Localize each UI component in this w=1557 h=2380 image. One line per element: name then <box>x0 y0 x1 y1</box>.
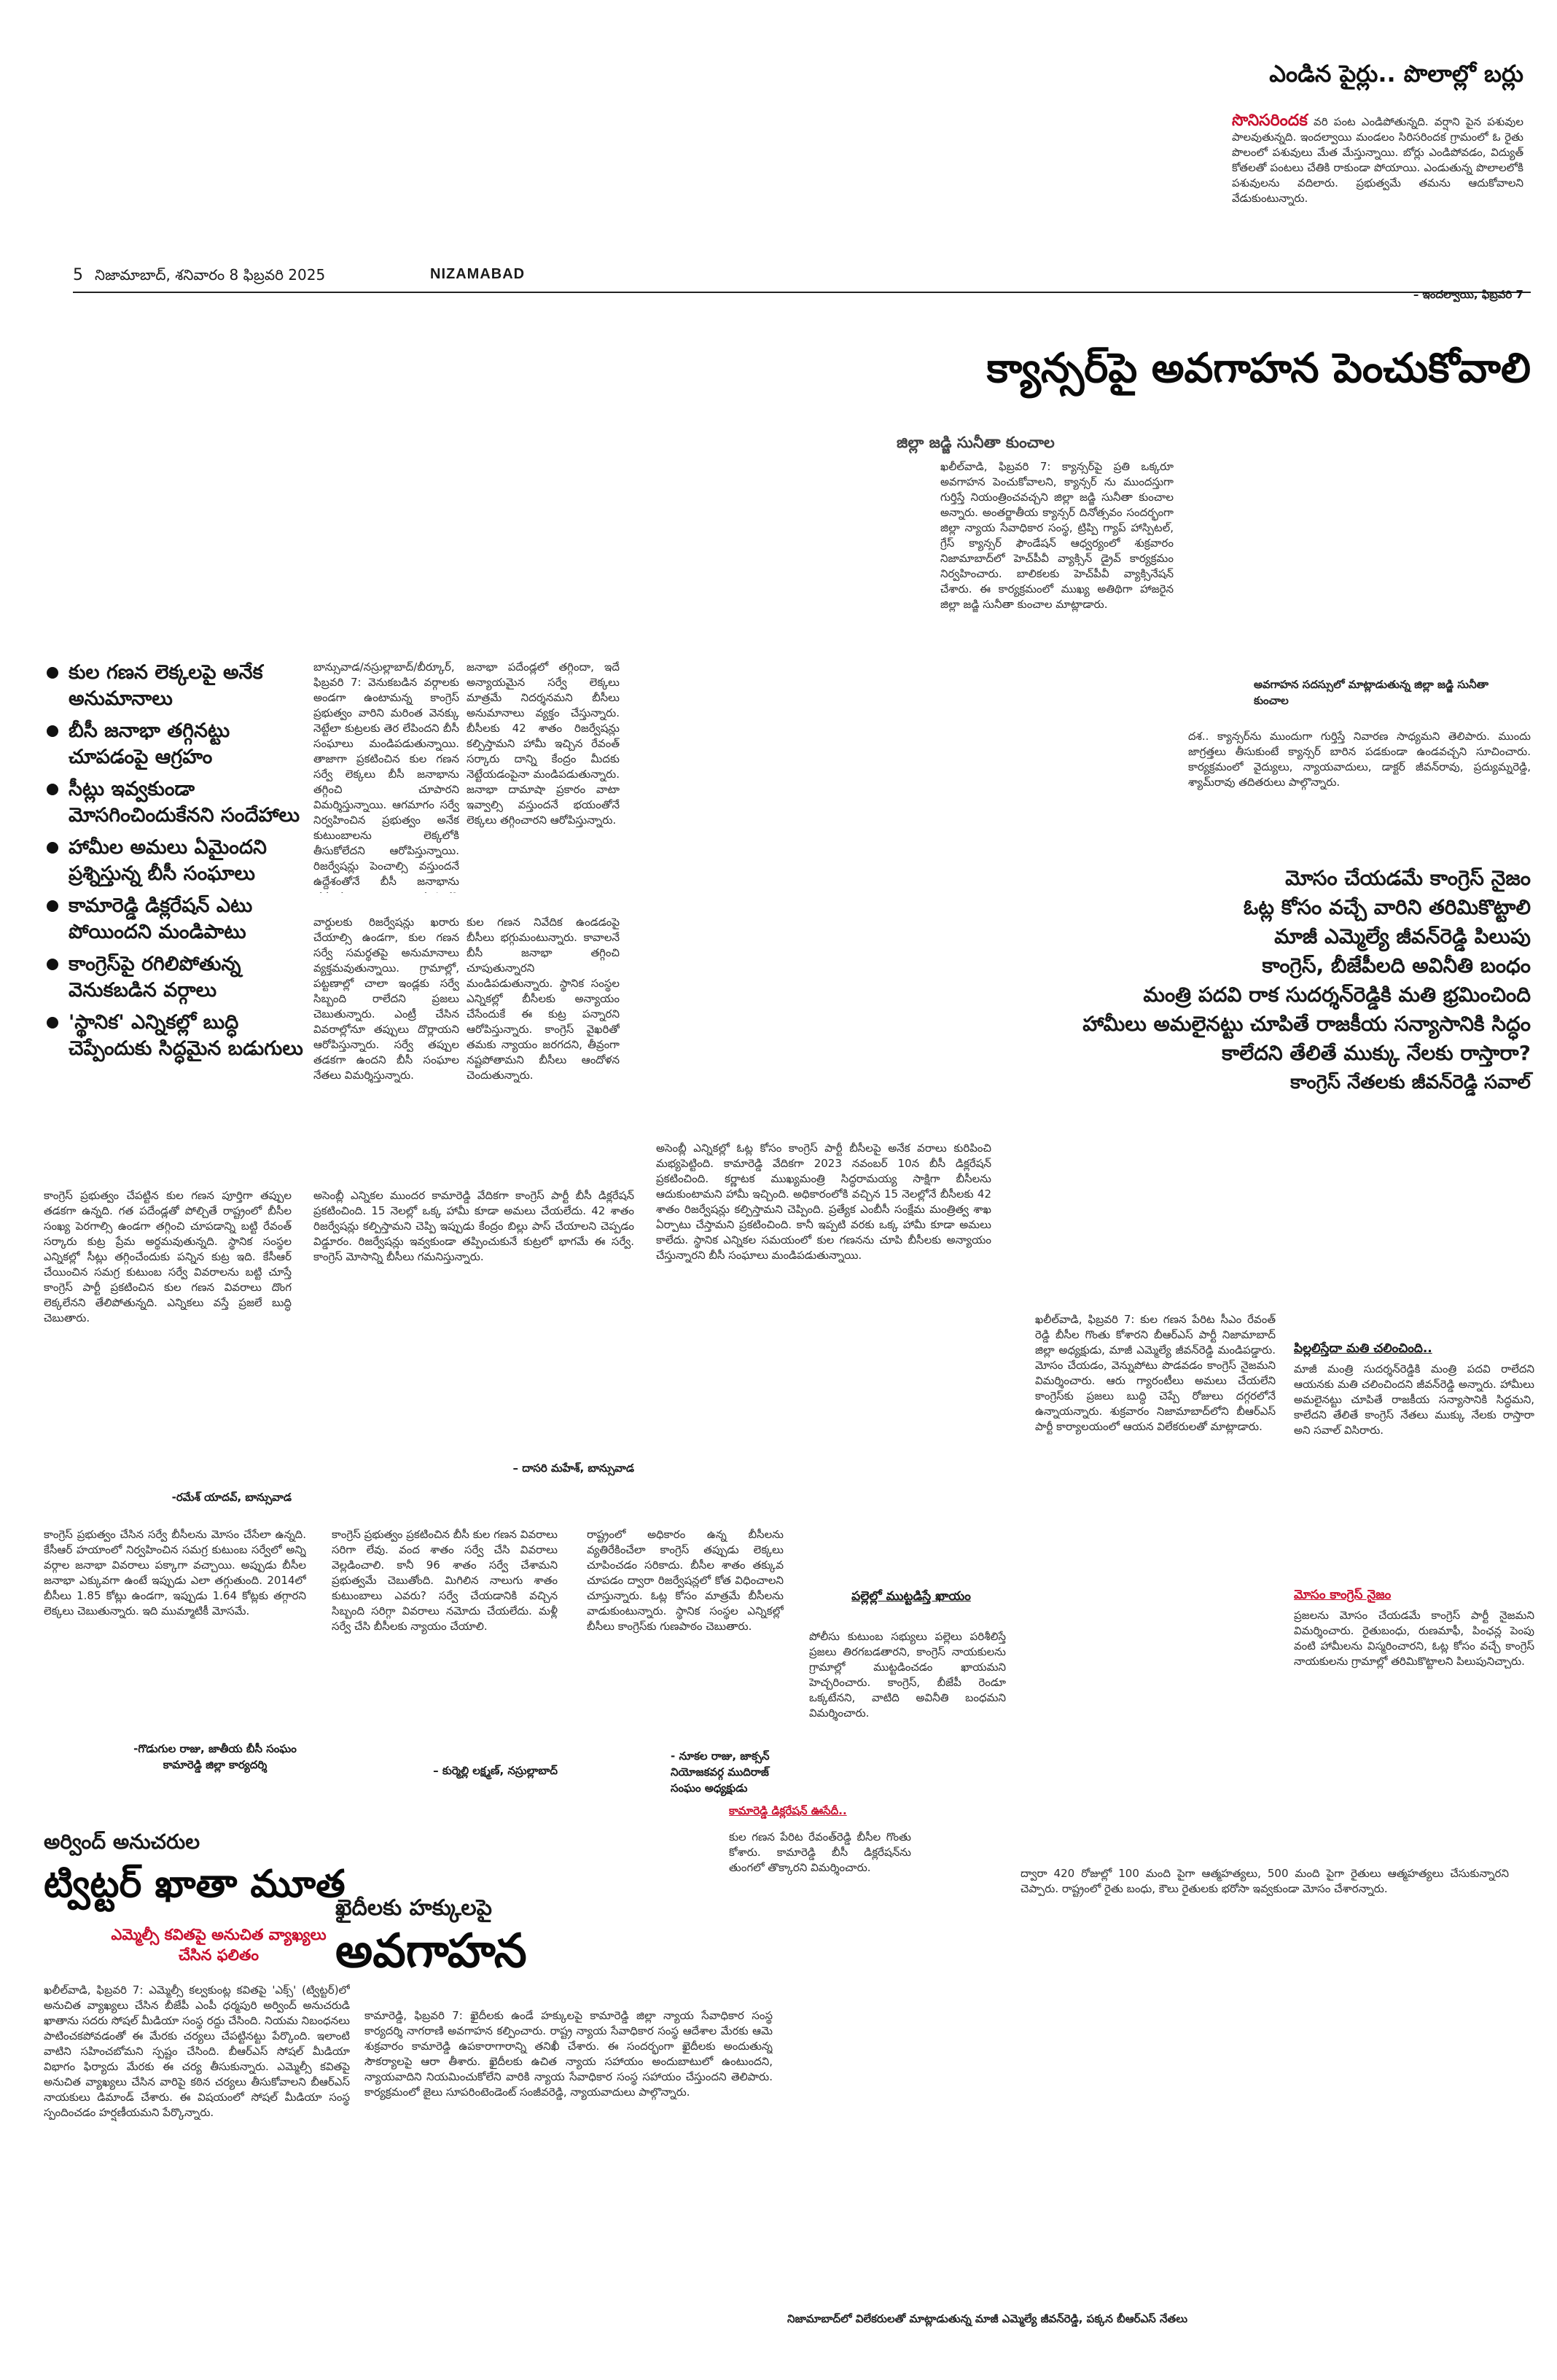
quote-kurmelli-sig: – కుర్మెల్లి లక్ష్మణ్, నస్రుల్లాబాద్ <box>433 1764 558 1777</box>
caste-bullet: కామారెడ్డి డిక్లరేషన్ ఎటు పోయిందని మండిప… <box>44 893 306 945</box>
quote-godugula-sig: -గొడుగుల రాజు, జాతీయ బీసీ సంఘం కామారెడ్డ… <box>133 1742 297 1771</box>
page-number: 5 <box>73 266 83 284</box>
quote-nukala-sig: - నూకల రాజు, జాక్సన్ నియోజకవర్గ ముదిరాజ్… <box>671 1749 770 1795</box>
caste-bullet: సీట్లు ఇవ్వకుండా మోసగించిందుకేనని సందేహా… <box>44 776 306 829</box>
congress-headline-block: మోసం చేయడమే కాంగ్రెస్ నైజం ఓట్ల కోసం వచ్… <box>948 864 1531 1097</box>
crop-story-kicker: సొనిసరిందక <box>1232 113 1308 130</box>
cancer-headline: క్యాన్సర్‌పై అవగాహన పెంచుకోవాలి <box>986 345 1531 392</box>
quote-godugula: కాంగ్రెస్ ప్రభుత్వం చేసిన సర్వే బీసీలను … <box>44 1528 306 1618</box>
crop-photo <box>889 51 1210 255</box>
caste-col-4: కుల గణన నివేదిక ఉండడంపై బీసీలు భగ్గుమంటు… <box>467 916 620 1082</box>
bullet-dot-icon <box>47 784 58 795</box>
bullet-dot-icon <box>47 842 58 854</box>
congress-line: మోసం చేయడమే కాంగ్రెస్ నైజం <box>1285 866 1531 890</box>
congress-mid-text: పోలీసు కుటుంబ సభ్యులు పల్లెలు పరిశీలిస్త… <box>809 1630 1006 1720</box>
bullet-dot-icon <box>47 667 58 679</box>
congress-photo-caption: నిజామాబాద్‌లో విలేకరులతో మాట్లాడుతున్న మ… <box>787 2312 1188 2325</box>
congress-box-sub-2: మోసం కాంగ్రెస్ నైజం <box>1294 1588 1392 1602</box>
caste-col-3: వార్డులకు రిజర్వేషన్లు ఖరారు చేయాల్సి ఉం… <box>313 916 459 1082</box>
cancer-photo <box>1203 459 1523 671</box>
kamareddy-text: కుల గణన పేరిట రేవంత్‌రెడ్డి బీసీల గొంతు … <box>729 1830 911 1874</box>
caste-col-1: బాన్సువాడ/నస్రుల్లాబాద్/బీర్కూర్, ఫిబ్రవ… <box>313 660 459 893</box>
crop-story-body: సొనిసరిందక వరి పంట ఎండిపోతున్నది. వర్షాన… <box>1232 113 1523 288</box>
congress-line: ఓట్ల కోసం వచ్చే వారిని తరిమికొట్టాలి <box>1243 895 1531 919</box>
twitter-body: ఖలీల్‌వాడి, ఫిబ్రవరి 7: ఎమ్మెల్సీ కల్వకు… <box>44 1983 350 2119</box>
congress-body: ఖలీల్‌వాడి, ఫిబ్రవరి 7: కుల గణన పేరిట సీ… <box>1035 1313 1276 1433</box>
congress-box-sub-1: పిల్లలిస్తేదా మతి చలించింది.. <box>1294 1341 1432 1356</box>
congress-leader-photo <box>1021 1968 1509 2303</box>
congress-line: మాజీ ఎమ్మెల్యే జీవన్‌రెడ్డి పిలుపు <box>1274 924 1531 948</box>
congress-box-text-2: ప్రజలను మోసం చేయడమే కాంగ్రెస్ పార్టీ నైజ… <box>1294 1609 1534 1668</box>
congress-line: కాంగ్రెస్, బీజేపీలది అవినీతి బంధం <box>1262 953 1531 978</box>
quote-kurmelli: కాంగ్రెస్ ప్రభుత్వం ప్రకటించిన బీసీ కుల … <box>332 1528 558 1633</box>
crop-story-text: వరి పంట ఎండిపోతున్నది. వర్షాని పైన పశువు… <box>1232 115 1523 205</box>
bullet-dot-icon <box>47 725 58 737</box>
congress-line: కాంగ్రెస్ నేతలకు జీవన్‌రెడ్డి సవాల్ <box>1290 1072 1531 1093</box>
twitter-headline: ట్విట్టర్ ఖాతా మూత <box>44 1862 346 1906</box>
quote-nukala: రాష్ట్రంలో అధికారం ఉన్న బీసీలను వ్యతిరేక… <box>587 1528 784 1633</box>
twitter-kicker: అర్వింద్ అనుచరుల <box>44 1830 200 1854</box>
cancer-photo-caption: అవగాహన సదస్సులో మాట్లాడుతున్న జిల్లా జడ్… <box>1254 678 1488 707</box>
header-rule <box>73 292 1531 293</box>
prisoners-kicker: ఖైదీలకు హక్కులపై <box>335 1895 493 1921</box>
congress-line: మంత్రి పదవి రాక సుదర్శన్‌రెడ్డికి మతి భ్… <box>1143 983 1531 1007</box>
quote-rameshyadav-sig: -రమేశ్ యాదవ్, బాన్సువాడ <box>171 1491 292 1504</box>
congress-line: కాలేదని తేలితే ముక్కు నేలకు రాస్తారా? <box>1222 1041 1531 1065</box>
page-date: నిజామాబాద్, శనివారం 8 ఫిబ్రవరి 2025 <box>95 266 326 284</box>
caste-bullet: కాంగ్రెస్‌పై రగిలిపోతున్న వెనుకబడిన వర్గ… <box>44 951 306 1004</box>
quote-dasari: అసెంబ్లీ ఎన్నికల ముందర కామారెడ్డి వేదికగ… <box>313 1189 634 1263</box>
crop-story-title: ఎండిన పైర్లు.. పొలాల్లో బర్లు <box>1269 60 1523 87</box>
twitter-subhead: ఎమ్మెల్సీ కవితపై అనుచిత వ్యాఖ్యలు చేసిన … <box>111 1926 327 1964</box>
prisoners-headline: అవగాహన <box>335 1924 527 1978</box>
bullet-dot-icon <box>47 959 58 970</box>
congress-mid-sub: పల్లెల్లో ముట్టడిస్తే ఖాయం <box>851 1589 971 1604</box>
caste-bullet-list: కుల గణన లెక్కలపై అనేక అనుమానాలు బీసీ జనా… <box>44 660 306 1068</box>
bullet-dot-icon <box>47 1017 58 1029</box>
caste-bullet: కుల గణన లెక్కలపై అనేక అనుమానాలు <box>44 660 306 712</box>
quote-dasari-sig: – దాసరి మహేశ్, బాన్సువాడ <box>512 1462 634 1475</box>
cancer-side-text: దశ.. క్యాన్సర్‌ను ముందుగా గుర్తిస్తే నివ… <box>1188 730 1531 789</box>
caste-bullet: బీసీ జనాభా తగ్గినట్టు చూపడంపై ఆగ్రహం <box>44 718 306 770</box>
caste-bullet: హామీల అమలు ఏమైందని ప్రశ్నిస్తున్న బీసీ స… <box>44 835 306 887</box>
bullet-dot-icon <box>47 900 58 912</box>
congress-right-text: ద్వారా 420 రోజుల్లో 100 మంది పైగా ఆత్మహత… <box>1021 1867 1509 1895</box>
crop-story-byline: – ఇందల్వాయి, ఫిబ్రవరి 7 <box>1413 288 1523 301</box>
edition-name: NIZAMABAD <box>430 266 526 282</box>
cancer-body: ఖలీల్‌వాడి, ఫిబ్రవరి 7: క్యాన్సర్‌పై ప్ర… <box>940 460 1174 611</box>
caste-col-2: జనాభా పదేండ్లలో తగ్గిందా, ఇదే అన్యాయమైన … <box>467 660 620 827</box>
congress-box-text-1: మాజీ మంత్రి సుదర్శన్‌రెడ్డికి మంత్రి పదవ… <box>1294 1362 1534 1437</box>
congress-box: పిల్లలిస్తేదా మతి చలించింది.. మాజీ మంత్ర… <box>1294 1341 1534 2005</box>
caste-mid-text: అసెంబ్లీ ఎన్నికల్లో ఓట్ల కోసం కాంగ్రెస్ … <box>656 1142 991 1262</box>
cancer-subhead: జిల్లా జడ్జి సునీతా కుంచాల <box>897 434 1055 451</box>
kamareddy-sub: కామారెడ్డి డిక్లరేషన్ ఊసేదీ.. <box>729 1804 847 1817</box>
congress-line: హామీలు అమలైనట్టు చూపితే రాజకీయ సన్యాసాని… <box>1082 1012 1531 1036</box>
quote-rameshyadav: కాంగ్రెస్ ప్రభుత్వం చేపట్టిన కుల గణన పూర… <box>44 1189 292 1324</box>
caste-bullet: 'స్థానిక' ఎన్నికల్లో బుద్ధి చెప్పేందుకు … <box>44 1010 306 1062</box>
prisoners-body: కామారెడ్డి, ఫిబ్రవరి 7: ఖైదీలకు ఉండే హక్… <box>364 2009 773 2099</box>
